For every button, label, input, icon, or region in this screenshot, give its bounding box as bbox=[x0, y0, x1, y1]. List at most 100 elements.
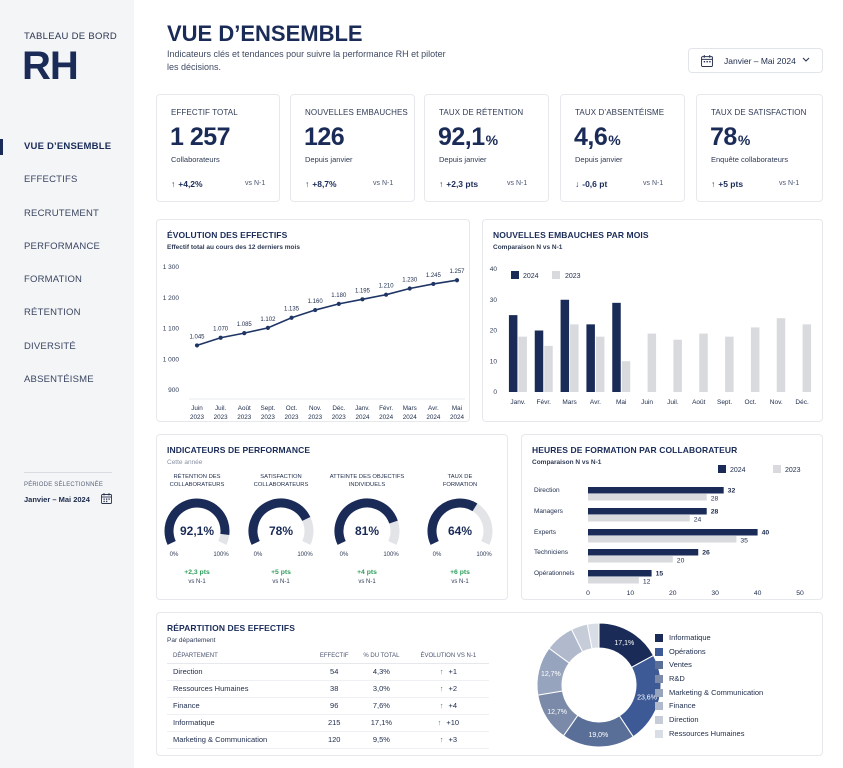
gauge-chart: RÉTENTION DES COLLABORATEURS 92,1% 0% 100% +2… bbox=[164, 473, 493, 585]
calendar-icon bbox=[701, 55, 713, 67]
data-point bbox=[360, 297, 365, 302]
kpi-card-absenteisme: TAUX D’ABSENTÉISME 4,6% Depuis janvier ↓… bbox=[560, 94, 685, 202]
series-line bbox=[196, 279, 458, 347]
sidebar-period-value: Janvier – Mai 2024 bbox=[24, 495, 90, 504]
nav-item-recrutement[interactable]: RECRUTEMENT bbox=[24, 207, 100, 219]
page-title: VUE D’ENSEMBLE bbox=[167, 21, 363, 46]
bar-2023 bbox=[518, 336, 527, 392]
data-label: 15 bbox=[656, 571, 664, 578]
table-header: % DU TOTAL bbox=[355, 649, 408, 664]
category-label: Techniciens bbox=[534, 549, 569, 556]
data-label: 35 bbox=[740, 538, 748, 545]
table-cell-dept: Marketing & Communication bbox=[167, 731, 314, 749]
y-tick-label: 1 000 bbox=[163, 356, 180, 363]
slice-label: 19,0% bbox=[588, 732, 608, 739]
kpi-vs: vs N-1 bbox=[245, 180, 266, 187]
chart-card-performance: INDICATEURS DE PERFORMANCE Cette année R… bbox=[156, 434, 508, 600]
bar-2023 bbox=[588, 577, 639, 584]
slice-label: 12,7% bbox=[547, 709, 567, 716]
legend-item: Direction bbox=[655, 715, 763, 729]
bar-2023 bbox=[699, 333, 708, 392]
bar-2023 bbox=[544, 345, 553, 392]
x-tick-label: Juil. bbox=[667, 399, 679, 406]
chart-card-embauches: NOUVELLES EMBAUCHES PAR MOIS Comparaison… bbox=[482, 219, 823, 422]
gauge-value: 81% bbox=[355, 524, 379, 538]
arrow-up-icon: ↑ bbox=[439, 701, 444, 710]
gauge-min: 0% bbox=[340, 552, 349, 558]
bar-2023 bbox=[621, 361, 631, 392]
x-tick-label: 2024 bbox=[403, 414, 418, 421]
gauge-delta: +4 pts bbox=[357, 569, 377, 576]
page-subtitle: Indicateurs clés et tendances pour suivr… bbox=[167, 49, 446, 72]
legend-item: Opérations bbox=[655, 647, 763, 661]
chart-subtitle: Effectif total au cours des 12 derniers … bbox=[167, 244, 300, 251]
line-chart: 900 1 000 1 100 1 200 1 300 1.045 Juin 2023 1.07… bbox=[163, 264, 465, 421]
arrow-up-icon: ↑ bbox=[439, 735, 444, 744]
x-tick-label: 2023 bbox=[261, 414, 276, 421]
kpi-vs: vs N-1 bbox=[373, 180, 394, 187]
data-label: 1.102 bbox=[260, 317, 276, 323]
nav-item-vue-ensemble[interactable]: VUE D’ENSEMBLE bbox=[0, 134, 134, 167]
y-tick-label: 1 200 bbox=[163, 295, 180, 302]
data-point bbox=[194, 343, 200, 348]
table-cell-evo: ↑ +2 bbox=[407, 680, 489, 698]
chevron-down-icon bbox=[802, 57, 810, 62]
x-tick-label: 2024 bbox=[355, 414, 370, 421]
table-header: ÉVOLUTION VS N-1 bbox=[407, 649, 489, 664]
table-header: DÉPARTEMENT bbox=[167, 649, 314, 664]
sidebar-period: PÉRIODE SÉLECTIONNÉE Janvier – Mai 2024 bbox=[24, 472, 112, 504]
gauge-fill bbox=[164, 498, 230, 545]
y-tick-label: 1 100 bbox=[163, 326, 180, 333]
gauge-vs: vs N-1 bbox=[451, 579, 469, 585]
x-tick-label: Févr. bbox=[537, 399, 552, 406]
legend-label: 2024 bbox=[523, 273, 539, 280]
table-cell-evo: ↑ +10 bbox=[407, 714, 489, 732]
x-tick-label: Mars bbox=[403, 405, 417, 412]
y-tick-label: 900 bbox=[168, 387, 179, 394]
legend-swatch bbox=[511, 271, 519, 279]
data-point bbox=[313, 307, 318, 313]
x-tick-label: Févr. bbox=[379, 405, 393, 412]
calendar-icon[interactable] bbox=[101, 493, 112, 504]
legend-label: Direction bbox=[669, 715, 699, 725]
x-tick-label: Janv. bbox=[355, 405, 370, 412]
data-label: 1.135 bbox=[284, 307, 300, 313]
gauge-fill bbox=[334, 498, 398, 545]
table-cell-effectif: 38 bbox=[313, 680, 356, 698]
gauge-delta: +5 pts bbox=[271, 569, 291, 576]
bar-2024 bbox=[534, 330, 544, 392]
bar-2024 bbox=[588, 570, 652, 577]
x-tick-label: Déc. bbox=[795, 399, 809, 406]
nav-item-performance[interactable]: PERFORMANCE bbox=[24, 240, 101, 252]
chart-title: RÉPARTITION DES EFFECTIFS bbox=[167, 623, 295, 633]
x-tick-label: 2023 bbox=[308, 414, 323, 421]
legend-label: 2023 bbox=[565, 273, 581, 280]
table-cell-effectif: 96 bbox=[313, 697, 356, 715]
kpi-delta: ↑ +4,2% bbox=[171, 179, 203, 189]
bar-2024 bbox=[588, 508, 707, 515]
y-tick-label: 40 bbox=[490, 266, 498, 273]
table-cell-evo: ↑ +1 bbox=[407, 663, 489, 681]
kpi-label: TAUX DE SATISFACTION bbox=[711, 108, 807, 117]
x-tick-label: 2023 bbox=[190, 414, 205, 421]
kpi-label: EFFECTIF TOTAL bbox=[171, 108, 238, 117]
nav-item-retention[interactable]: RÉTENTION bbox=[24, 307, 81, 319]
nav-item-absenteisme[interactable]: ABSENTÉISME bbox=[24, 374, 94, 386]
nav-item-effectifs[interactable]: EFFECTIFS bbox=[24, 174, 78, 186]
kpi-delta: ↑ +2,3 pts bbox=[439, 179, 479, 189]
data-label: 1.045 bbox=[189, 334, 205, 340]
arrow-up-icon: ↑ bbox=[711, 179, 716, 189]
nav-item-diversite[interactable]: DIVERSITÉ bbox=[24, 340, 76, 352]
x-tick-label: 2024 bbox=[426, 414, 441, 421]
legend-swatch bbox=[718, 465, 726, 473]
chart-card-evolution: ÉVOLUTION DES EFFECTIFS Effectif total a… bbox=[156, 219, 470, 422]
data-label: 1.245 bbox=[426, 273, 442, 279]
date-range-select[interactable]: Janvier – Mai 2024 bbox=[688, 48, 823, 73]
table-cell-pct: 17,1% bbox=[355, 714, 408, 732]
kpi-label: NOUVELLES EMBAUCHES bbox=[305, 108, 408, 117]
nav-item-formation[interactable]: FORMATION bbox=[24, 274, 83, 286]
gauge-label: FORMATION bbox=[443, 482, 477, 488]
bar-2023 bbox=[776, 318, 786, 392]
x-tick-label: 2024 bbox=[379, 414, 394, 421]
arrow-up-icon: ↑ bbox=[305, 179, 310, 189]
